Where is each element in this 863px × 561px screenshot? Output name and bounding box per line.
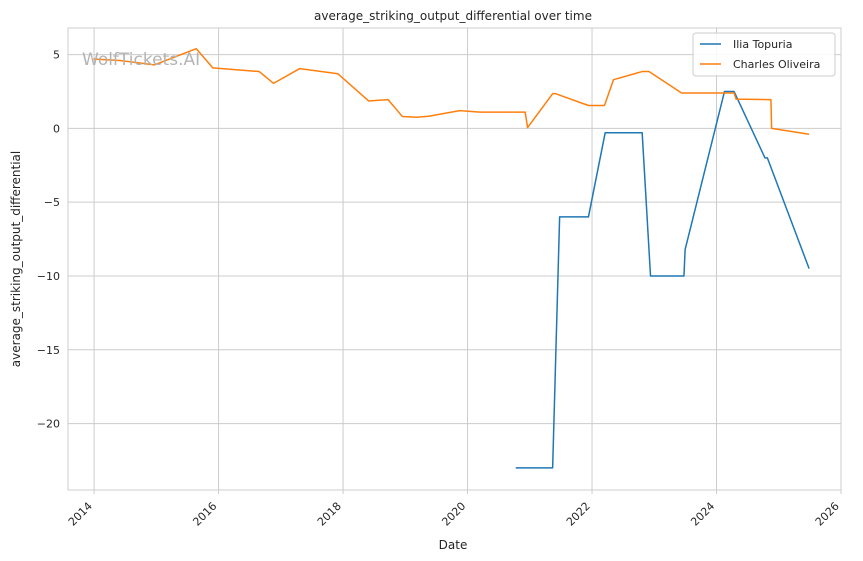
plot-frame: [67, 27, 842, 491]
legend-box: [692, 32, 836, 77]
y-axis-ticks: 5 0 −5 −10 −15 −20: [37, 49, 60, 431]
grid: [68, 28, 842, 490]
series-line-charles-oliveira: [93, 47, 810, 136]
legend-label-ilia-topuria: Ilia Topuria: [733, 38, 792, 51]
y-axis-title: average_striking_output_differential: [9, 151, 23, 367]
watermark: WolfTickets.AI: [82, 50, 200, 70]
y-tick-label: −15: [37, 344, 60, 357]
series-line-ilia-topuria: [515, 90, 810, 469]
chart-title: average_striking_output_differential ove…: [314, 9, 592, 23]
y-tick-label: −10: [37, 270, 60, 283]
plot-area: [68, 28, 841, 490]
legend: Ilia Topuria Charles Oliveira: [692, 32, 836, 77]
y-tick-label: −20: [37, 418, 60, 431]
series-lines: [93, 47, 810, 469]
y-tick-label: 5: [53, 49, 60, 62]
y-tick-label: 0: [53, 122, 60, 135]
legend-label-charles-oliveira: Charles Oliveira: [733, 58, 820, 71]
y-tick-label: −5: [44, 196, 60, 209]
x-axis-title: Date: [439, 538, 468, 552]
